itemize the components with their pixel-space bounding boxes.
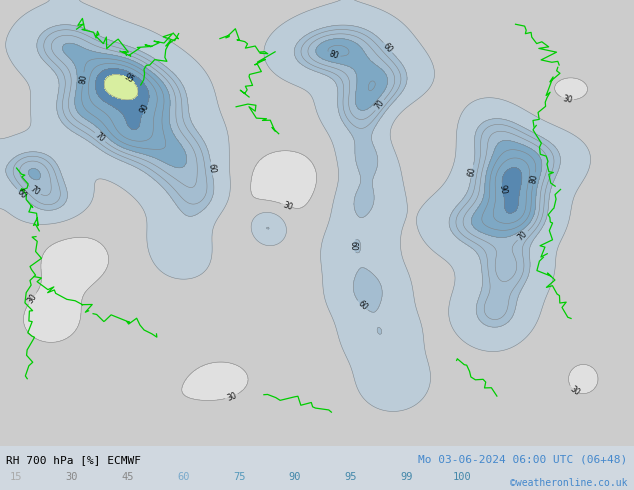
- Text: 30: 30: [568, 384, 581, 397]
- Text: 95: 95: [344, 472, 357, 482]
- Text: 80: 80: [78, 74, 88, 84]
- Text: 70: 70: [29, 184, 42, 197]
- Text: 60: 60: [15, 187, 28, 200]
- Text: 60: 60: [177, 472, 190, 482]
- Text: 60: 60: [349, 241, 358, 251]
- Text: 70: 70: [373, 98, 386, 112]
- Text: ©weatheronline.co.uk: ©weatheronline.co.uk: [510, 478, 628, 488]
- Text: 100: 100: [453, 472, 472, 482]
- Text: 30: 30: [65, 472, 78, 482]
- Text: 70: 70: [516, 229, 529, 242]
- Text: 30: 30: [226, 391, 238, 403]
- Text: 80: 80: [529, 173, 540, 185]
- Text: 15: 15: [10, 472, 22, 482]
- Text: 90: 90: [138, 102, 151, 115]
- Text: 45: 45: [121, 472, 134, 482]
- Text: RH 700 hPa [%] ECMWF: RH 700 hPa [%] ECMWF: [6, 455, 141, 465]
- Text: 70: 70: [93, 131, 107, 144]
- Text: 80: 80: [328, 49, 340, 61]
- Text: 30: 30: [281, 200, 294, 212]
- Text: 60: 60: [206, 163, 217, 174]
- Text: 30: 30: [26, 292, 39, 305]
- Text: 60: 60: [381, 41, 394, 54]
- Text: 95: 95: [122, 72, 135, 85]
- Text: 30: 30: [562, 94, 573, 104]
- Text: 99: 99: [400, 472, 413, 482]
- Text: Mo 03-06-2024 06:00 UTC (06+48): Mo 03-06-2024 06:00 UTC (06+48): [418, 455, 628, 465]
- Text: 90: 90: [288, 472, 301, 482]
- Text: 75: 75: [233, 472, 245, 482]
- Text: 60: 60: [467, 166, 477, 177]
- Text: 60: 60: [356, 299, 369, 312]
- Text: 90: 90: [498, 184, 508, 195]
